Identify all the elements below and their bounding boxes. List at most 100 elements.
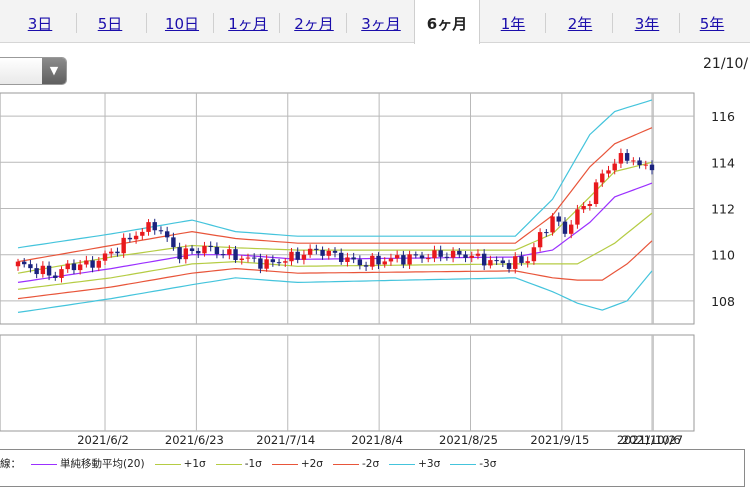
candle-body [146,222,151,232]
legend-swatch [450,463,477,465]
x-tick-label: 2021/10/6 [622,433,681,447]
candle-body [270,259,276,263]
candle-body [332,250,338,253]
candle-body [77,264,83,271]
candle-body [593,182,599,204]
candle-body [450,250,456,258]
x-tick-label: 2021/8/25 [439,433,498,447]
candle-body [407,254,412,265]
x-tick-label: 2021/7/14 [256,433,315,447]
tab-period[interactable]: 2ヶ月 [294,15,334,33]
indicator-select[interactable]: ▼ [0,57,67,85]
candle-body [251,257,257,259]
tab-period[interactable]: 5日 [97,15,123,33]
legend-label: -1σ [244,458,262,470]
candle-body [71,263,77,271]
legend: 線： 単純移動平均(20) +1σ -1σ +2σ -2σ +3σ -3σ [0,456,506,471]
candle-body [289,251,294,262]
candle-body [245,257,251,259]
candle-body [401,255,406,265]
legend-label: +2σ [300,458,323,470]
tab-period[interactable]: 2年 [567,15,593,33]
legend-item: +2σ [271,458,323,470]
candle-body [600,173,605,183]
candle-body [494,260,499,262]
tab-period[interactable]: 3ヶ月 [361,15,401,33]
candle-body [283,261,288,263]
band-line-sigma [17,270,653,313]
candle-body [537,232,543,248]
legend-swatch [389,463,416,465]
candle-body [127,237,133,240]
candle-body [196,251,201,254]
candle-body [264,259,269,269]
candle-body [519,256,524,263]
tab-period[interactable]: 5年 [699,15,725,33]
candle-body [438,250,443,257]
legend-label: 単純移動平均(20) [60,458,145,470]
y-tick-label: 112 [711,202,735,217]
candle-body [276,262,282,264]
tab-period[interactable]: 6ヶ月 [414,0,480,44]
candle-body [376,255,381,265]
candle-body [419,255,425,259]
candle-body [320,249,325,256]
candle-body [189,248,195,252]
tab-divider [279,13,280,33]
tab-period[interactable]: 10日 [164,15,200,33]
candle-body [488,260,493,266]
candle-body [339,252,344,262]
legend-label: 線： [0,458,21,470]
candle-body [233,249,238,261]
candle-body [220,254,226,256]
legend-label: -2σ [361,458,380,470]
legend-swatch [154,463,181,465]
candle-body [457,250,462,255]
candle-body [513,256,518,269]
chevron-down-icon[interactable]: ▼ [42,58,66,84]
legend-item: -2σ [332,458,380,470]
candle-body [394,255,400,259]
legend-box: 線： 単純移動平均(20) +1σ -1σ +2σ -2σ +3σ -3σ [0,449,745,487]
candle-body [568,224,574,234]
candle-body [618,153,624,164]
candle-body [550,216,555,233]
candle-body [133,235,139,240]
tab-period[interactable]: 1ヶ月 [228,15,268,33]
chart-date-label: 21/10/ [703,56,749,72]
candle-body [40,265,46,275]
legend-item: 単純移動平均(20) [31,456,145,471]
candle-body [345,257,350,262]
candle-body [15,261,21,267]
candle-body [90,260,95,268]
candle-body [649,164,655,171]
x-tick-label: 2021/10/27 [617,433,683,447]
candle-body [413,254,419,256]
candle-body [239,258,244,261]
candle-body [214,247,220,255]
candle-body [53,275,58,278]
candle-body [301,254,307,260]
candle-body [581,206,586,210]
tab-period[interactable]: 1年 [500,15,526,33]
candle-body [500,260,506,264]
candle-body [22,261,27,265]
band-line-sigma [17,240,653,300]
tab-divider [76,13,77,33]
tab-divider [146,13,147,33]
x-tick-label: 2021/6/23 [165,433,224,447]
candle-body [84,260,89,265]
candle-body [643,164,648,166]
tab-period[interactable]: 3日 [27,15,53,33]
tab-period[interactable]: 3年 [634,15,660,33]
candle-body [351,257,356,260]
legend-item: 線： [0,456,21,471]
candle-body [388,258,394,262]
legend-label: +3σ [418,458,441,470]
candle-body [469,255,474,258]
tab-divider [346,13,347,33]
candle-body [140,231,145,236]
tab-divider [545,13,546,33]
candle-body [258,258,263,269]
candle-body [307,248,313,255]
